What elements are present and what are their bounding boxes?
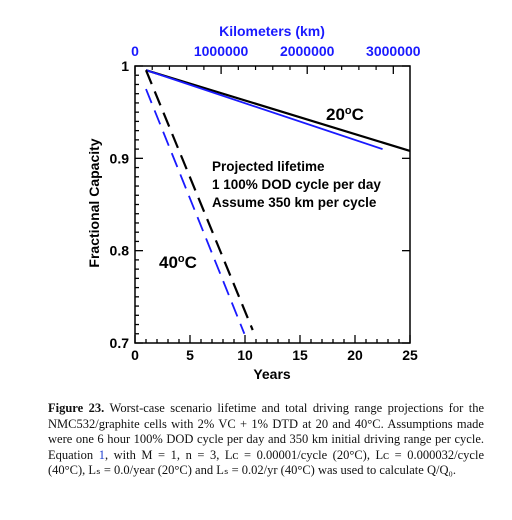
chart: 0 5 10 15 20 250.70.80.910 1000000 2000000 30000… [86, 23, 421, 382]
figure-label: Figure 23. [48, 401, 105, 415]
note-line-3: Assume 350 km per cycle [212, 195, 377, 210]
note-line-1: Projected lifetime [212, 159, 325, 174]
label-20c: 20oC [326, 105, 364, 124]
x-tick-label: 15 [292, 347, 308, 363]
series-20c-years-line [145, 69, 411, 152]
y-tick-label: 0.8 [110, 243, 130, 259]
figure-caption: Figure 23. Worst-case scenario lifetime … [48, 401, 484, 479]
top-tick-label: 3000000 [366, 43, 421, 59]
series-40c-km-line [145, 88, 246, 335]
x-tick-label: 25 [402, 347, 418, 363]
series-layer [144, 69, 411, 335]
caption-text-2: , with M = 1, n = 3, Lᴄ = 0.00001/cycle … [48, 447, 484, 478]
top-tick-label: 1000000 [194, 43, 249, 59]
tick-labels: 0 5 10 15 20 250.70.80.910 1000000 2000000 30000… [110, 43, 421, 363]
top-tick-label: 2000000 [280, 43, 335, 59]
y-tick-label: 0.7 [110, 335, 130, 351]
caption-text-1: Worst-case scenario lifetime and total d… [48, 401, 484, 462]
annotations: 20oC 40oC Projected lifetime 1 100% DOD … [159, 105, 381, 272]
series-40c-years-line [144, 69, 254, 331]
x-tick-label: 20 [347, 347, 363, 363]
y-axis-label: Fractional Capacity [86, 138, 102, 267]
y-tick-label: 1 [121, 58, 129, 74]
label-40c: 40oC [159, 253, 197, 272]
series-20c-km-line [145, 69, 383, 150]
y-tick-label: 0.9 [110, 150, 130, 166]
top-axis-label: Kilometers (km) [219, 23, 325, 39]
x-tick-label: 10 [237, 347, 253, 363]
axes [134, 65, 411, 344]
x-tick-label: 0 [131, 347, 139, 363]
x-axis-label: Years [253, 366, 291, 382]
x-tick-label: 5 [186, 347, 194, 363]
note-line-2: 1 100% DOD cycle per day [212, 177, 381, 192]
top-tick-label: 0 [131, 43, 139, 59]
equation-link[interactable]: 1 [98, 447, 105, 462]
